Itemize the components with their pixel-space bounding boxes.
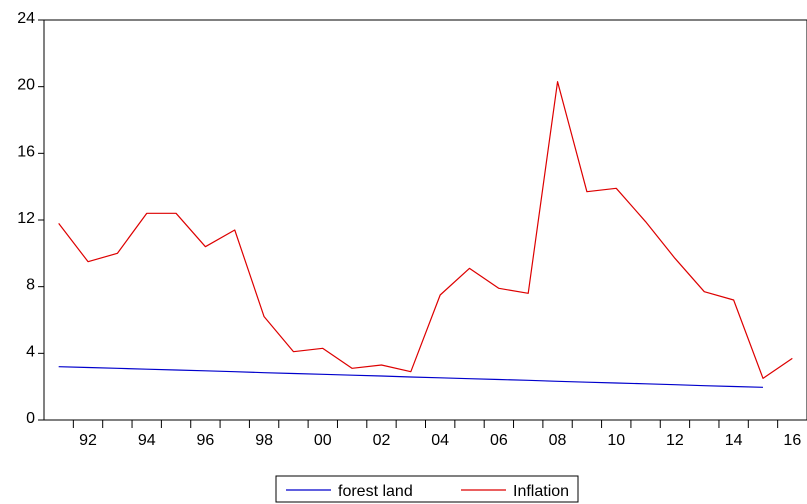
x-tick-label: 12 — [666, 432, 684, 449]
x-tick-label: 98 — [255, 432, 273, 449]
legend: forest land Inflation — [275, 475, 579, 503]
y-tick-label: 0 — [26, 410, 35, 427]
x-tick-label: 06 — [490, 432, 508, 449]
series-layer — [58, 81, 793, 388]
plot-frame — [43, 19, 807, 421]
legend-box — [275, 475, 579, 503]
x-tick-label: 00 — [314, 432, 332, 449]
y-tick-label: 20 — [17, 77, 35, 94]
y-tick-label: 12 — [17, 210, 35, 227]
legend-label-forest-land: forest land — [338, 483, 413, 500]
series-line-forest-land — [58, 366, 763, 388]
y-axis: 0 4 8 12 16 20 24 — [17, 10, 44, 427]
x-tick-label: 92 — [79, 432, 97, 449]
y-tick-label: 8 — [26, 277, 35, 294]
x-tick-label: 04 — [431, 432, 449, 449]
y-tick-label: 4 — [26, 343, 35, 360]
x-tick-label: 10 — [607, 432, 625, 449]
y-tick-label: 16 — [17, 143, 35, 160]
x-tick-label: 94 — [138, 432, 156, 449]
x-axis: 92 94 96 98 00 02 04 06 08 10 12 14 16 — [72, 420, 801, 449]
x-tick-label: 96 — [197, 432, 215, 449]
x-tick-label: 08 — [549, 432, 567, 449]
legend-label-inflation: Inflation — [513, 483, 569, 500]
x-tick-label: 14 — [725, 432, 743, 449]
series-line-inflation — [58, 81, 793, 379]
x-tick-label: 02 — [373, 432, 391, 449]
y-tick-label: 24 — [17, 10, 35, 27]
x-tick-label: 16 — [783, 432, 801, 449]
